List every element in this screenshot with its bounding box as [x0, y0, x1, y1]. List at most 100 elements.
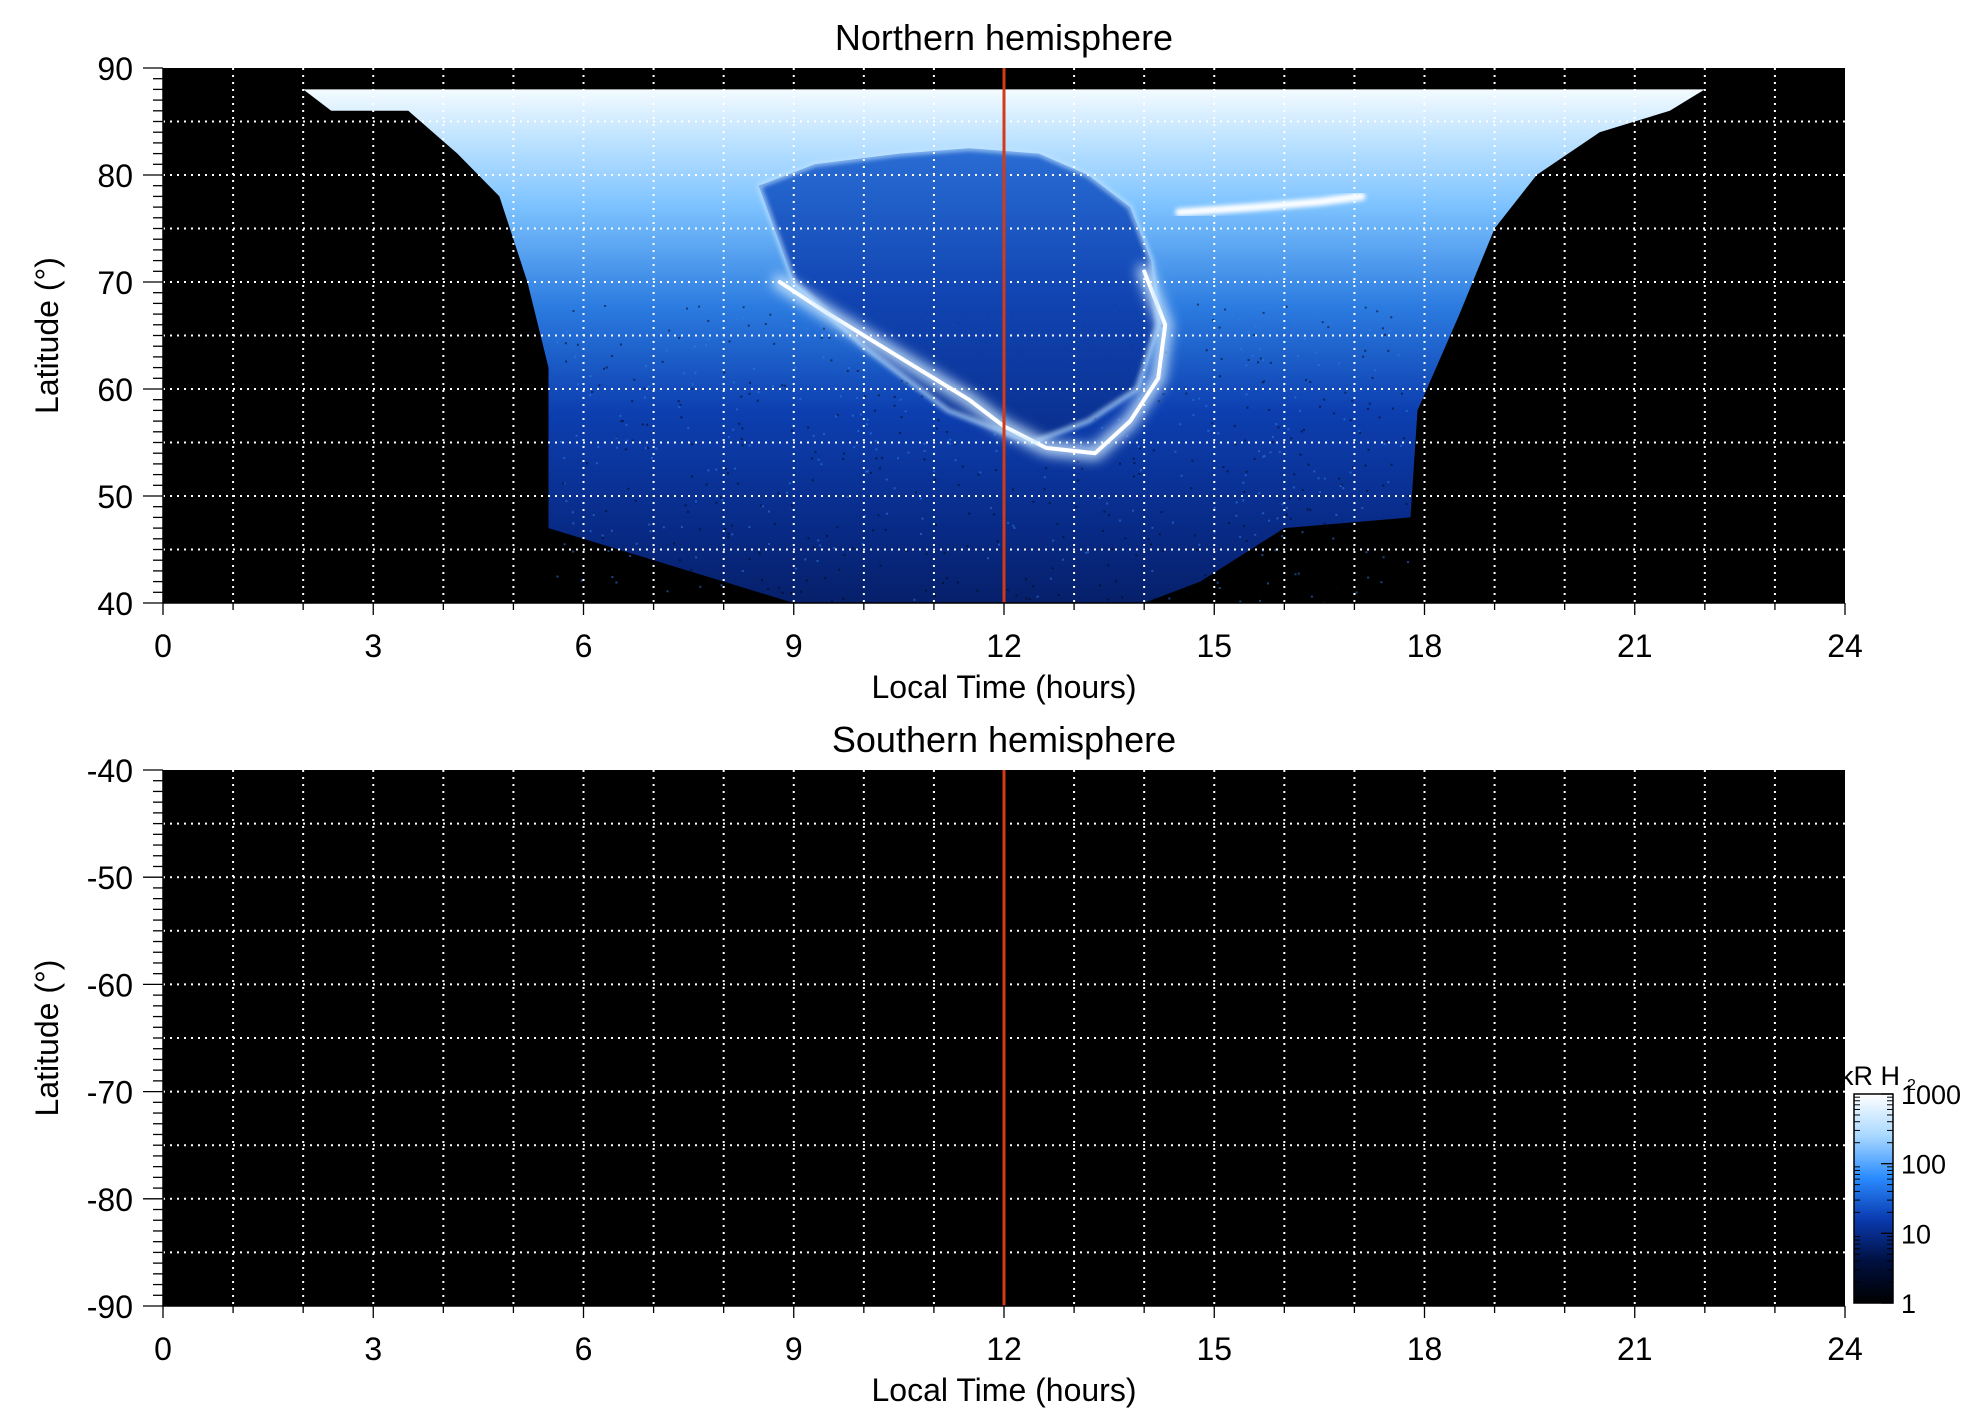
noise-speck — [1270, 362, 1272, 364]
noise-speck — [791, 505, 793, 507]
noise-speck — [699, 586, 701, 588]
x-tick-label: 0 — [154, 1331, 172, 1367]
colorbar-tick-label: 10 — [1901, 1219, 1931, 1249]
noise-speck — [1032, 501, 1034, 503]
noise-speck — [1259, 327, 1261, 329]
noise-speck — [1382, 327, 1384, 329]
noise-speck — [1012, 489, 1014, 491]
noise-speck — [995, 450, 997, 452]
noise-speck — [725, 468, 727, 470]
noise-speck — [596, 599, 598, 601]
noise-speck — [1198, 544, 1200, 546]
noise-speck — [1335, 514, 1337, 516]
noise-speck — [1264, 455, 1266, 457]
noise-speck — [1099, 497, 1101, 499]
noise-speck — [727, 472, 729, 474]
noise-speck — [1384, 334, 1386, 336]
noise-speck — [1197, 304, 1199, 306]
noise-speck — [1344, 392, 1346, 394]
noise-speck — [1161, 511, 1163, 513]
noise-speck — [1099, 585, 1101, 587]
noise-speck — [1269, 563, 1271, 565]
noise-speck — [1221, 358, 1223, 360]
noise-speck — [879, 467, 881, 469]
noise-speck — [1301, 431, 1303, 433]
noise-speck — [949, 443, 951, 445]
noise-speck — [590, 555, 592, 557]
noise-speck — [1286, 507, 1288, 509]
noise-speck — [843, 453, 845, 455]
noise-speck — [924, 450, 926, 452]
noise-speck — [1281, 319, 1283, 321]
noise-speck — [563, 546, 565, 548]
noise-speck — [922, 518, 924, 520]
noise-speck — [782, 592, 784, 594]
noise-speck — [705, 344, 707, 346]
noise-speck — [847, 496, 849, 498]
noise-speck — [908, 452, 910, 454]
noise-speck — [1367, 408, 1369, 410]
noise-speck — [1196, 549, 1198, 551]
noise-speck — [724, 528, 726, 530]
noise-speck — [645, 365, 647, 367]
noise-speck — [1219, 327, 1221, 329]
noise-speck — [593, 514, 595, 516]
noise-speck — [635, 500, 637, 502]
noise-speck — [1081, 468, 1083, 470]
noise-speck — [1293, 487, 1295, 489]
x-axis-label: Local Time (hours) — [872, 669, 1137, 705]
noise-speck — [1324, 523, 1326, 525]
noise-speck — [920, 533, 922, 535]
noise-speck — [1359, 432, 1361, 434]
noise-speck — [1327, 326, 1329, 328]
noise-speck — [817, 560, 819, 562]
noise-speck — [749, 558, 751, 560]
noise-speck — [1219, 375, 1221, 377]
noise-speck — [1339, 564, 1341, 566]
noise-speck — [800, 591, 802, 593]
noise-speck — [740, 396, 742, 398]
noise-speck — [1056, 523, 1058, 525]
noise-speck — [731, 525, 733, 527]
noise-speck — [901, 380, 903, 382]
noise-speck — [978, 474, 980, 476]
noise-speck — [581, 580, 583, 582]
noise-speck — [806, 328, 808, 330]
noise-speck — [572, 551, 574, 553]
noise-speck — [857, 430, 859, 432]
noise-speck — [1272, 441, 1274, 443]
noise-speck — [1194, 534, 1196, 536]
noise-speck — [1248, 332, 1250, 334]
noise-speck — [875, 440, 877, 442]
noise-speck — [1302, 531, 1304, 533]
x-tick-label: 15 — [1196, 1331, 1232, 1367]
noise-speck — [1012, 525, 1014, 527]
noise-speck — [1299, 410, 1301, 412]
noise-speck — [997, 540, 999, 542]
noise-speck — [1278, 426, 1280, 428]
noise-speck — [629, 555, 631, 557]
noise-speck — [1202, 581, 1204, 583]
noise-speck — [791, 430, 793, 432]
noise-speck — [773, 343, 775, 345]
noise-speck — [1261, 554, 1263, 556]
noise-speck — [774, 523, 776, 525]
noise-speck — [804, 558, 806, 560]
noise-speck — [698, 306, 700, 308]
noise-speck — [1235, 515, 1237, 517]
noise-speck — [1101, 427, 1103, 429]
noise-speck — [1015, 595, 1017, 597]
noise-speck — [589, 585, 591, 587]
noise-speck — [737, 483, 739, 485]
noise-speck — [1406, 410, 1408, 412]
noise-speck — [1259, 348, 1261, 350]
noise-speck — [1367, 577, 1369, 579]
noise-speck — [1328, 526, 1330, 528]
noise-speck — [565, 500, 567, 502]
noise-speck — [860, 413, 862, 415]
noise-speck — [729, 340, 731, 342]
noise-speck — [936, 428, 938, 430]
noise-speck — [858, 388, 860, 390]
noise-speck — [1294, 572, 1296, 574]
